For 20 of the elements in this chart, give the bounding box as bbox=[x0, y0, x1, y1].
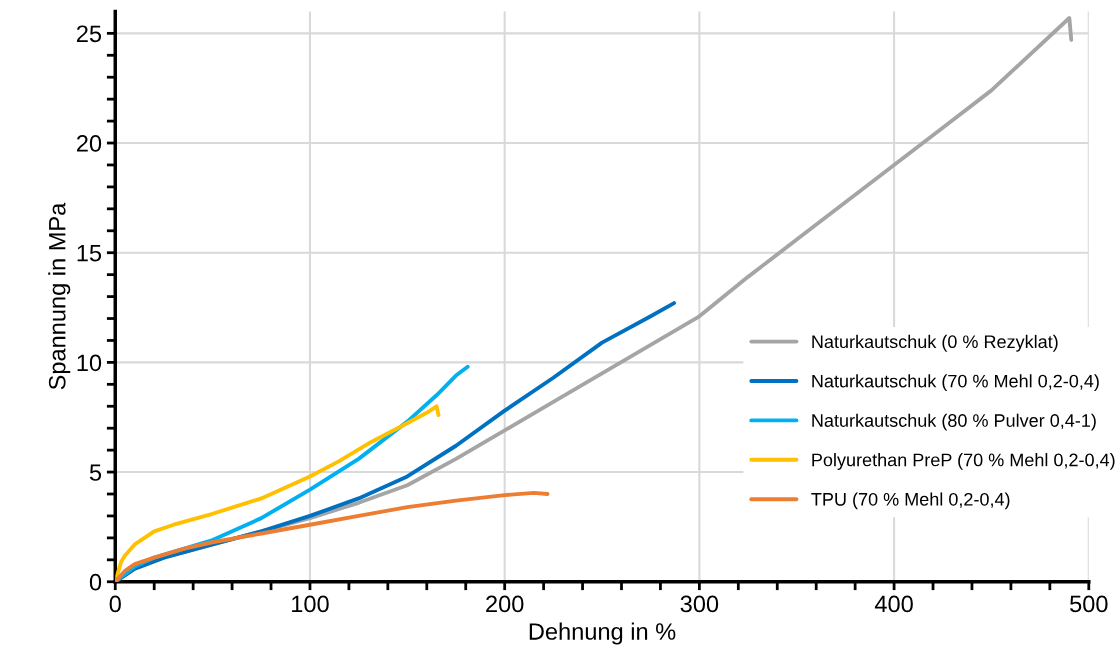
legend-label: Naturkautschuk (70 % Mehl 0,2-0,4) bbox=[812, 374, 1099, 392]
y-tick-label: 25 bbox=[76, 25, 102, 43]
y-tick-label: 5 bbox=[89, 464, 102, 481]
y-tick-label: 10 bbox=[77, 354, 102, 372]
x-tick-label: 100 bbox=[292, 595, 329, 613]
legend-label: Polyurethan PreP (70 % Mehl 0,2-0,4) bbox=[812, 453, 1115, 470]
x-tick-label: 500 bbox=[1070, 595, 1108, 613]
line-series bbox=[115, 490, 550, 582]
x-tick-label: 400 bbox=[874, 595, 913, 613]
y-tick-label: 0 bbox=[89, 573, 102, 591]
legend-label: Naturkautschuk (80 % Pulver 0,4-1) bbox=[812, 413, 1096, 431]
y-tick-label: 15 bbox=[77, 245, 102, 262]
legend-label: Naturkautschuk (0 % Rezyklat) bbox=[812, 334, 1058, 352]
x-tick-label: 0 bbox=[109, 595, 121, 613]
x-axis-title: Dehnung in % bbox=[529, 622, 676, 645]
legend-label: TPU (70 % Mehl 0,2-0,4) bbox=[811, 492, 1010, 510]
x-tick-label: 300 bbox=[680, 595, 719, 613]
y-tick-label: 20 bbox=[76, 135, 102, 152]
y-axis-title: Spannung in MPa bbox=[48, 202, 71, 390]
x-tick-label: 200 bbox=[486, 595, 524, 613]
